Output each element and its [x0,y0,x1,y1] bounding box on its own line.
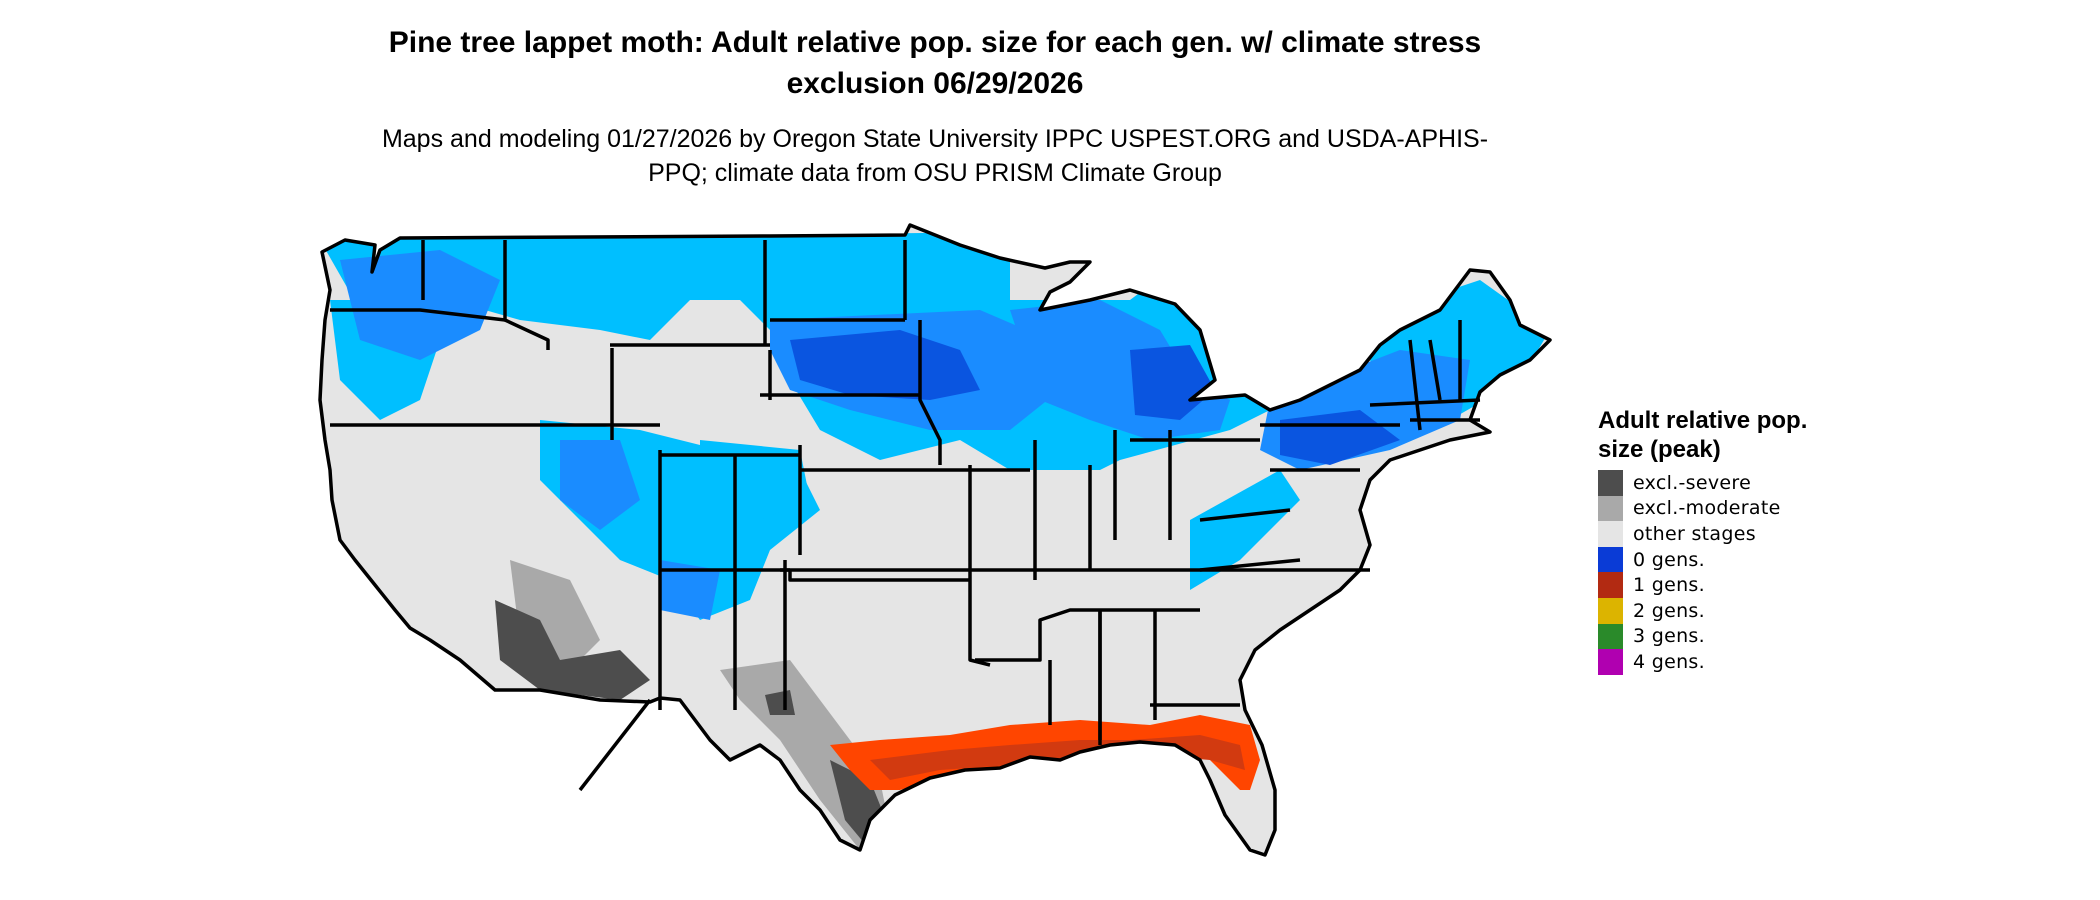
legend-label: 1 gens. [1633,574,1705,597]
region-light-blue-appalachia [1190,470,1300,590]
legend-item: other stages [1598,521,1818,547]
legend-swatch [1598,649,1623,675]
legend-item: 0 gens. [1598,546,1818,573]
legend-label: excl.-moderate [1633,497,1781,520]
legend-item: 3 gens. [1598,623,1818,650]
legend-list: excl.-severe excl.-moderate other stages 0 … [1598,470,1818,675]
legend-label: 2 gens. [1633,599,1705,622]
state-borders [318,223,1552,857]
legend-label: excl.-severe [1633,471,1752,494]
legend-label: 3 gens. [1633,625,1705,648]
region-dark-blue-dakotas [790,330,980,400]
region-mid-blue-nw [340,250,500,360]
us-map [318,223,1552,857]
legend-label: 4 gens. [1633,650,1705,673]
map-subtitle: Maps and modeling 01/27/2026 by Oregon S… [381,125,1489,187]
region-mid-blue-co [560,440,640,530]
legend-swatch [1598,470,1623,496]
legend-item: excl.-moderate [1598,495,1818,522]
legend-swatch [1598,623,1623,650]
legend-swatch [1598,572,1623,598]
map-title: Pine tree lappet moth: Adult relative po… [388,26,1482,100]
us-outline [318,223,1552,857]
legend-item: 4 gens. [1598,649,1818,675]
region-excl-severe-az [495,600,650,700]
legend-label: 0 gens. [1633,548,1705,571]
legend-swatch [1598,495,1623,522]
legend-swatch [1598,521,1623,547]
legend-item: 2 gens. [1598,597,1818,624]
legend-label: other stages [1633,522,1756,545]
legend: Adult relative pop. size (peak) excl.-se… [1598,406,1818,675]
legend-swatch [1598,597,1623,624]
legend-title: Adult relative pop. size (peak) [1598,407,1808,463]
legend-item: excl.-severe [1598,470,1818,496]
legend-swatch [1598,546,1623,573]
region-excl-severe-tx2 [765,690,795,715]
legend-item: 1 gens. [1598,572,1818,598]
region-light-blue-colorado [700,440,810,520]
region-mid-blue-nm [660,560,720,620]
